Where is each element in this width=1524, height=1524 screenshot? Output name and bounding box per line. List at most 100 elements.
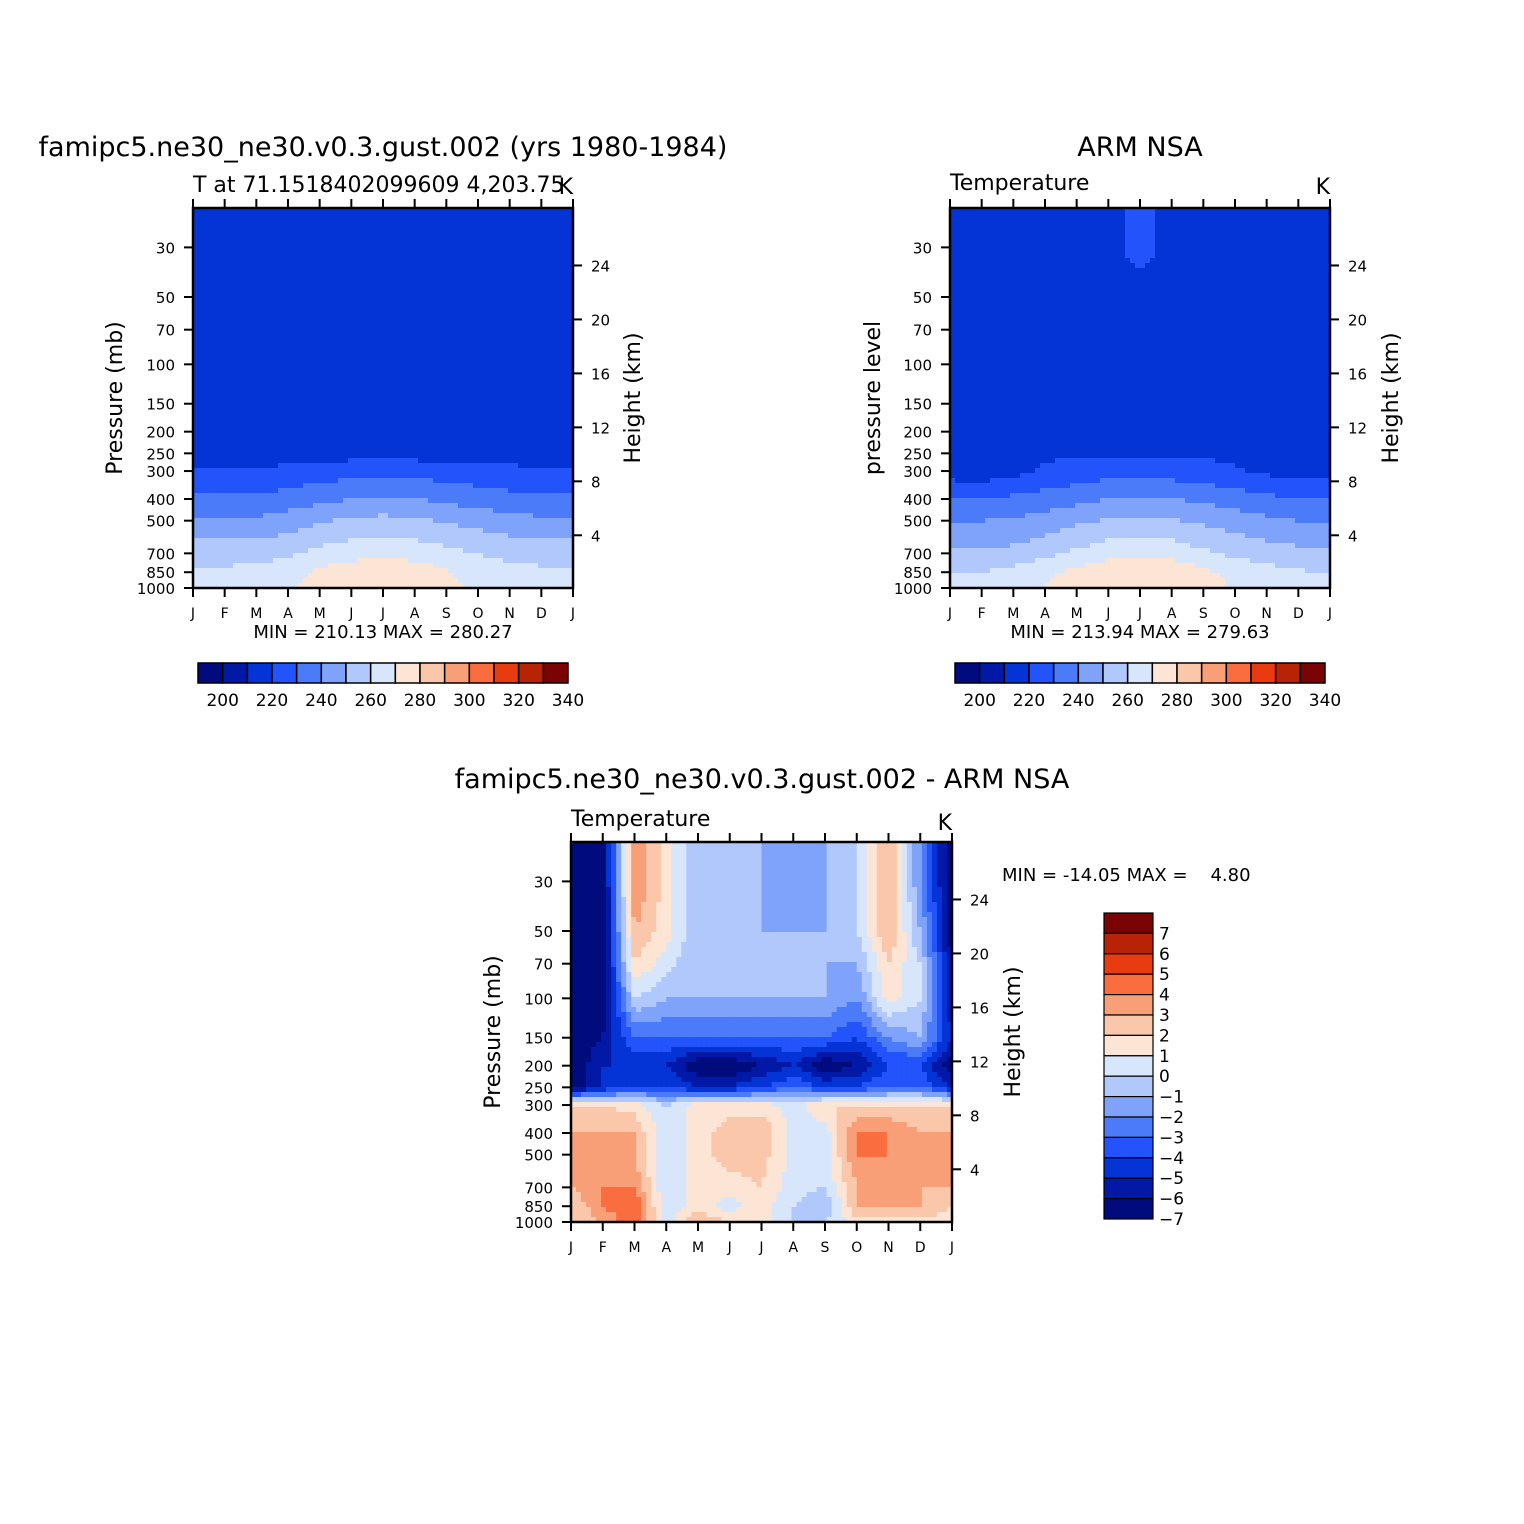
- contour-cell: [468, 448, 474, 454]
- contour-cell: [298, 513, 304, 519]
- contour-cell: [278, 233, 284, 239]
- contour-cell: [433, 478, 439, 484]
- contour-cell: [328, 428, 334, 434]
- contour-cell: [283, 298, 289, 304]
- contour-cell: [443, 303, 449, 309]
- contour-cell: [233, 288, 239, 294]
- contour-cell: [453, 378, 459, 384]
- contour-cell: [403, 258, 409, 264]
- contour-cell: [333, 408, 339, 414]
- contour-cell: [263, 418, 269, 424]
- contour-cell: [468, 368, 474, 374]
- contour-cell: [313, 413, 319, 419]
- contour-cell: [278, 243, 284, 249]
- contour-cell: [533, 288, 539, 294]
- contour-cell: [448, 328, 454, 334]
- contour-cell: [388, 278, 394, 284]
- contour-cell: [568, 218, 574, 224]
- contour-cell: [343, 523, 349, 529]
- contour-cell: [358, 278, 364, 284]
- contour-cell: [508, 373, 514, 379]
- contour-cell: [453, 303, 459, 309]
- contour-cell: [553, 238, 559, 244]
- contour-cell: [373, 353, 379, 359]
- contour-cell: [228, 438, 234, 444]
- contour-cell: [458, 493, 464, 499]
- contour-cell: [443, 433, 449, 439]
- contour-cell: [488, 453, 494, 459]
- contour-cell: [458, 533, 464, 539]
- contour-cell: [368, 498, 374, 504]
- contour-cell: [408, 298, 414, 304]
- contour-cell: [313, 223, 319, 229]
- contour-cell: [273, 253, 279, 259]
- contour-cell: [373, 373, 379, 379]
- contour-cell: [413, 528, 419, 534]
- contour-cell: [223, 293, 229, 299]
- contour-cell: [453, 428, 459, 434]
- contour-cell: [508, 483, 514, 489]
- contour-cell: [263, 323, 269, 329]
- contour-cell: [438, 498, 444, 504]
- contour-cell: [208, 533, 214, 539]
- contour-cell: [483, 453, 489, 459]
- contour-cell: [263, 468, 269, 474]
- contour-cell: [338, 533, 344, 539]
- contour-cell: [208, 453, 214, 459]
- contour-cell: [223, 328, 229, 334]
- contour-cell: [198, 518, 204, 524]
- contour-cell: [283, 218, 289, 224]
- contour-cell: [273, 363, 279, 369]
- contour-cell: [548, 413, 554, 419]
- contour-cell: [358, 423, 364, 429]
- contour-cell: [568, 383, 574, 389]
- contour-cell: [448, 513, 454, 519]
- contour-cell: [458, 343, 464, 349]
- contour-cell: [193, 468, 199, 474]
- contour-cell: [483, 373, 489, 379]
- contour-cell: [418, 373, 424, 379]
- contour-cell: [523, 378, 529, 384]
- contour-cell: [393, 278, 399, 284]
- contour-cell: [438, 228, 444, 234]
- contour-cell: [238, 463, 244, 469]
- contour-cell: [438, 318, 444, 324]
- contour-cell: [463, 398, 469, 404]
- contour-cell: [348, 303, 354, 309]
- contour-cell: [418, 283, 424, 289]
- contour-cell: [443, 238, 449, 244]
- contour-cell: [313, 508, 319, 514]
- contour-cell: [538, 473, 544, 479]
- contour-cell: [288, 208, 294, 214]
- contour-cell: [283, 483, 289, 489]
- contour-cell: [433, 208, 439, 214]
- contour-cell: [363, 478, 369, 484]
- contour-cell: [468, 253, 474, 259]
- contour-cell: [498, 323, 504, 329]
- contour-cell: [438, 418, 444, 424]
- contour-cell: [483, 358, 489, 364]
- contour-cell: [268, 498, 274, 504]
- contour-cell: [368, 333, 374, 339]
- contour-cell: [403, 408, 409, 414]
- contour-cell: [488, 263, 494, 269]
- contour-cell: [568, 398, 574, 404]
- contour-cell: [413, 468, 419, 474]
- contour-cell: [463, 393, 469, 399]
- contour-cell: [293, 333, 299, 339]
- contour-cell: [243, 488, 249, 494]
- contour-cell: [258, 293, 264, 299]
- contour-cell: [358, 268, 364, 274]
- contour-cell: [263, 228, 269, 234]
- contour-cell: [358, 333, 364, 339]
- contour-cell: [438, 423, 444, 429]
- contour-cell: [368, 298, 374, 304]
- contour-cell: [238, 508, 244, 514]
- contour-cell: [568, 428, 574, 434]
- contour-cell: [323, 523, 329, 529]
- contour-cell: [473, 283, 479, 289]
- contour-cell: [463, 333, 469, 339]
- contour-cell: [473, 298, 479, 304]
- contour-cell: [328, 523, 334, 529]
- contour-cell: [528, 423, 534, 429]
